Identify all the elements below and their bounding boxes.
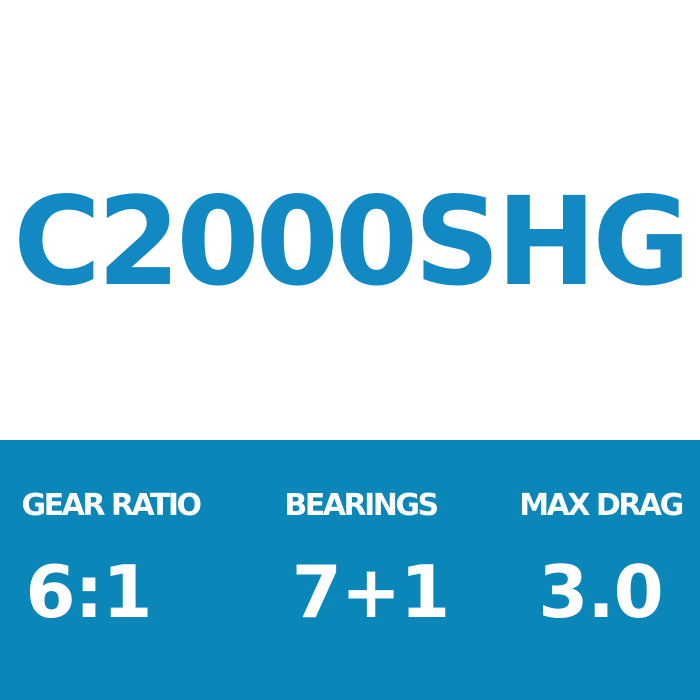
model-title: C2000SHG [13, 171, 690, 313]
spec-label: BEARINGS [284, 488, 439, 523]
spec-label: GEAR RATIO [21, 488, 203, 523]
spec-value: 7+1 [291, 550, 451, 634]
spec-value: 6:1 [25, 550, 153, 634]
spec-label: MAX DRAG [519, 488, 684, 523]
spec-value: 3.0 [538, 550, 664, 634]
spec-band: GEAR RATIO 6:1 BEARINGS 7+1 MAX DRAG 3.0 [0, 440, 700, 700]
